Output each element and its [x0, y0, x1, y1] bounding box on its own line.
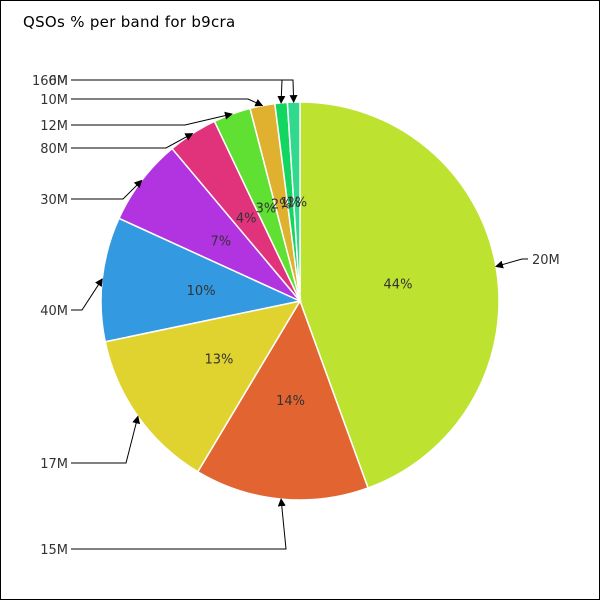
pct-label-30m: 7%	[211, 235, 232, 250]
band-label-160m: 160M	[32, 74, 68, 89]
chart-title: QSOs % per band for b9cra	[23, 13, 236, 31]
callout-line-6m	[71, 79, 298, 104]
pct-label-10m: 2%	[271, 197, 292, 212]
band-label-30m: 30M	[40, 193, 68, 208]
band-label-20m: 20M	[532, 253, 560, 268]
pct-label-6m: 1%	[287, 196, 308, 211]
band-label-40m: 40M	[40, 304, 68, 319]
callout-line-30m	[71, 179, 143, 200]
pct-label-15m: 14%	[276, 394, 305, 409]
pct-label-160m: 1%	[280, 196, 301, 211]
band-label-12m: 12M	[40, 119, 68, 134]
callout-line-17m	[71, 415, 141, 464]
pct-label-20m: 44%	[384, 278, 413, 293]
callout-line-20m	[495, 258, 528, 269]
band-label-6m: 6M	[49, 74, 69, 89]
pct-label-80m: 4%	[236, 211, 257, 226]
callout-line-15m	[71, 498, 287, 550]
callout-line-10m	[71, 98, 264, 107]
callout-line-40m	[71, 278, 103, 311]
callout-line-80m	[71, 133, 194, 149]
pct-label-17m: 13%	[204, 353, 233, 368]
pct-label-40m: 10%	[187, 284, 216, 299]
pct-label-12m: 3%	[256, 202, 277, 217]
band-label-17m: 17M	[40, 457, 68, 472]
band-label-10m: 10M	[40, 93, 68, 108]
band-label-80m: 80M	[40, 142, 68, 157]
callout-line-12m	[71, 111, 233, 126]
band-label-15m: 15M	[40, 543, 68, 558]
